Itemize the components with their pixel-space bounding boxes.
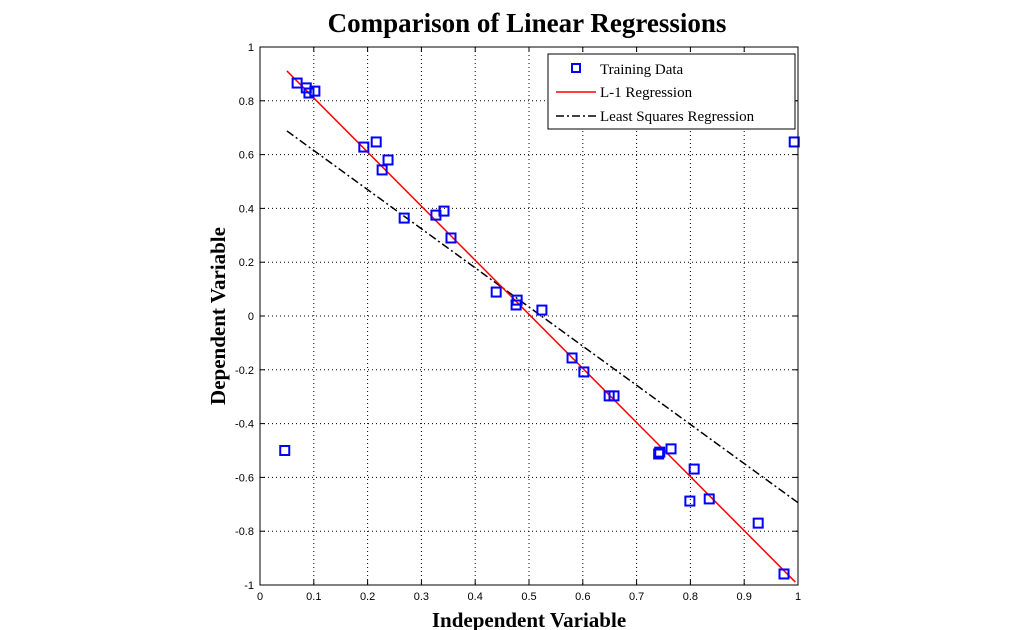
y-tick-label: 0 — [248, 311, 254, 323]
training-data-point — [788, 136, 800, 148]
training-data-point — [684, 495, 696, 507]
x-tick-label: 0.7 — [629, 591, 644, 603]
training-data-point — [688, 463, 700, 475]
x-axis-label: Independent Variable — [432, 608, 626, 630]
grid — [260, 47, 798, 585]
training-data-point — [445, 232, 457, 244]
training-data-point — [382, 154, 394, 166]
training-data-point — [398, 212, 410, 224]
x-tick-label: 0.3 — [414, 591, 429, 603]
legend-label-training: Training Data — [600, 62, 684, 78]
training-data-point — [778, 568, 790, 580]
y-tick-label: 0.4 — [239, 203, 254, 215]
training-data-point — [358, 141, 370, 153]
legend: Training Data L-1 Regression Least Squar… — [547, 53, 796, 130]
legend-label-ls: Least Squares Regression — [600, 109, 755, 125]
legend-marker-training — [571, 63, 581, 73]
x-tick-label: 0.8 — [683, 591, 698, 603]
training-data-point — [291, 77, 303, 89]
y-tick-label: 0.8 — [239, 96, 254, 108]
training-data-point — [752, 517, 764, 529]
y-tick-label: -1 — [244, 580, 254, 592]
x-tick-label: 0.2 — [360, 591, 375, 603]
y-tick-label: 0.6 — [239, 150, 254, 162]
training-data-point — [376, 164, 388, 176]
training-data-point — [279, 445, 291, 456]
x-tick-label: 0.6 — [575, 591, 590, 603]
y-axis-label: Dependent Variable — [206, 227, 230, 405]
training-data-point — [511, 294, 523, 306]
training-data-point — [665, 443, 677, 455]
training-data-point — [438, 205, 450, 217]
x-tick-label: 0.4 — [468, 591, 483, 603]
training-data-point — [566, 352, 578, 364]
training-data-point — [536, 304, 548, 316]
training-data-point — [303, 87, 315, 99]
training-data-point — [309, 85, 321, 97]
training-data-point — [370, 136, 382, 148]
chart-title: Comparison of Linear Regressions — [328, 8, 727, 38]
x-tick-label: 0.1 — [306, 591, 321, 603]
y-tick-label: -0.6 — [235, 472, 254, 484]
training-data-point — [608, 390, 620, 402]
y-tick-label: 1 — [248, 42, 254, 54]
y-tick-label: -0.8 — [235, 526, 254, 538]
y-tick-label: -0.4 — [235, 419, 254, 431]
training-data-point — [653, 448, 665, 460]
l1-regression-line — [286, 70, 796, 583]
least-squares-line — [286, 130, 799, 504]
x-tick-label: 0.9 — [737, 591, 752, 603]
y-tick-label: -0.2 — [235, 365, 254, 377]
training-data-point — [490, 286, 502, 298]
legend-label-l1: L-1 Regression — [600, 85, 693, 101]
x-tick-label: 0.5 — [521, 591, 536, 603]
axes-box — [259, 46, 799, 586]
training-data-point — [703, 493, 715, 505]
training-data-point — [578, 366, 590, 378]
training-data-point — [654, 446, 666, 458]
x-tick-label: 1 — [795, 591, 801, 603]
x-tick-label: 0 — [257, 591, 263, 603]
y-tick-label: 0.2 — [239, 257, 254, 269]
plot-area — [279, 70, 800, 583]
